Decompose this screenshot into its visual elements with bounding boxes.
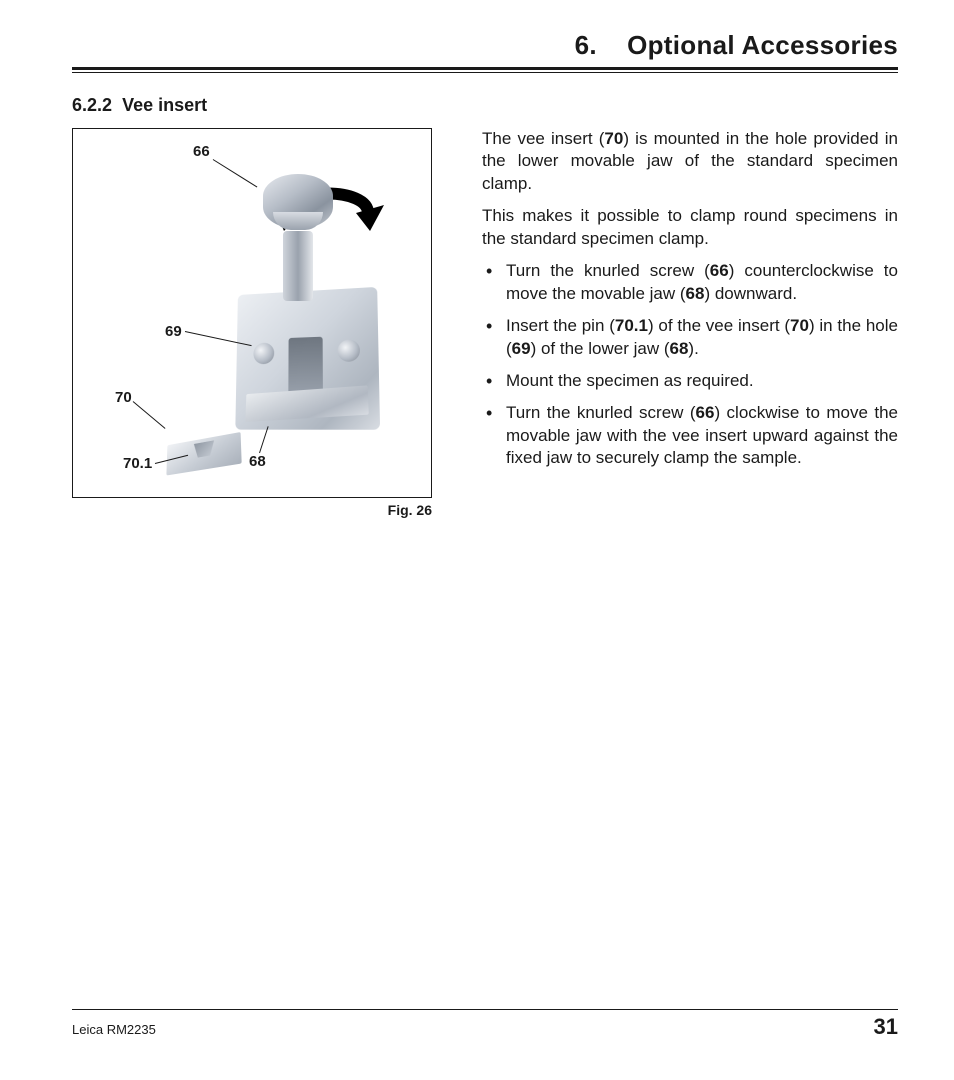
- chapter-title: Optional Accessories: [627, 30, 898, 60]
- vee-insert-piece: [166, 432, 241, 475]
- footer-page-number: 31: [874, 1014, 898, 1040]
- leader-line: [133, 401, 166, 429]
- header-rule-thick: [72, 67, 898, 70]
- figure-column: 66 69 70 70.1 68 Fig. 26: [72, 128, 452, 518]
- instruction-list: Turn the knurled screw (66) counterclock…: [482, 260, 898, 470]
- page-footer: Leica RM2235 31: [72, 1009, 898, 1040]
- ref-68: 68: [669, 339, 688, 358]
- page: 6. Optional Accessories 6.2.2 Vee insert: [0, 0, 954, 518]
- ref-69: 69: [512, 339, 531, 358]
- figure-box: 66 69 70 70.1 68: [72, 128, 432, 498]
- callout-70-1: 70.1: [123, 455, 152, 472]
- instruction-3: Mount the specimen as required.: [482, 370, 898, 392]
- callout-69: 69: [165, 323, 182, 340]
- screw-stem: [283, 231, 313, 301]
- leader-line: [213, 159, 258, 187]
- ref-70: 70: [790, 316, 809, 335]
- knurled-knob: [263, 174, 333, 229]
- ref-70: 70: [604, 129, 623, 148]
- header-rule-thin: [72, 72, 898, 73]
- instruction-4: Turn the knurled screw (66) clockwise to…: [482, 402, 898, 469]
- callout-66: 66: [193, 143, 210, 160]
- ref-70-1: 70.1: [615, 316, 648, 335]
- paragraph-1: The vee insert (70) is mounted in the ho…: [482, 128, 898, 195]
- callout-68: 68: [249, 453, 266, 470]
- content-row: 66 69 70 70.1 68 Fig. 26 The vee insert …: [72, 128, 898, 518]
- instruction-1: Turn the knurled screw (66) counterclock…: [482, 260, 898, 305]
- ref-66: 66: [710, 261, 729, 280]
- instruction-2: Insert the pin (70.1) of the vee insert …: [482, 315, 898, 360]
- callout-70: 70: [115, 389, 132, 406]
- chapter-number: 6.: [575, 30, 597, 60]
- chapter-header: 6. Optional Accessories: [72, 30, 898, 67]
- section-heading: 6.2.2 Vee insert: [72, 95, 898, 116]
- section-number: 6.2.2: [72, 95, 112, 115]
- ref-68: 68: [686, 284, 705, 303]
- figure-caption: Fig. 26: [72, 502, 432, 518]
- text-column: The vee insert (70) is mounted in the ho…: [482, 128, 898, 480]
- ref-66: 66: [696, 403, 715, 422]
- paragraph-2: This makes it possible to clamp round sp…: [482, 205, 898, 250]
- device-illustration: [203, 189, 383, 469]
- footer-product: Leica RM2235: [72, 1022, 156, 1037]
- section-title: Vee insert: [122, 95, 207, 115]
